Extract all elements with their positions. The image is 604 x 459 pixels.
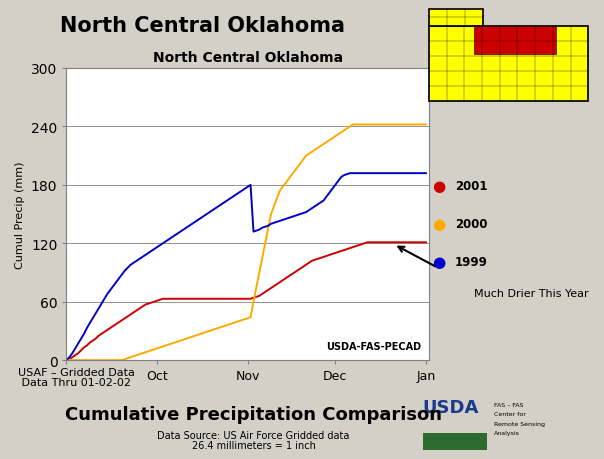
FancyBboxPatch shape	[474, 27, 556, 55]
Text: Data Source: US Air Force Gridded data: Data Source: US Air Force Gridded data	[158, 430, 350, 440]
Text: ●: ●	[432, 179, 445, 193]
Text: Data Thru 01-02-02: Data Thru 01-02-02	[18, 377, 131, 387]
FancyBboxPatch shape	[429, 10, 483, 27]
Text: ●: ●	[432, 255, 445, 269]
Text: 26.4 millimeters = 1 inch: 26.4 millimeters = 1 inch	[191, 440, 316, 450]
Title: North Central Oklahoma: North Central Oklahoma	[153, 51, 342, 65]
Text: 2001: 2001	[455, 179, 487, 192]
Text: 1999: 1999	[455, 256, 487, 269]
Text: USDA: USDA	[423, 397, 479, 416]
Text: Analysis: Analysis	[494, 431, 519, 436]
Text: Remote Sensing: Remote Sensing	[494, 421, 545, 426]
Text: 2000: 2000	[455, 218, 487, 230]
Y-axis label: Cumul Precip (mm): Cumul Precip (mm)	[15, 161, 25, 268]
Text: North Central Oklahoma: North Central Oklahoma	[60, 16, 345, 36]
FancyBboxPatch shape	[429, 27, 588, 102]
Text: FAS – FAS: FAS – FAS	[494, 402, 523, 407]
Text: USAF – Gridded Data: USAF – Gridded Data	[18, 367, 135, 377]
Text: Cumulative Precipitation Comparison: Cumulative Precipitation Comparison	[65, 405, 442, 423]
Text: ●: ●	[432, 217, 445, 231]
Text: Much Drier This Year: Much Drier This Year	[474, 289, 589, 299]
FancyBboxPatch shape	[423, 433, 487, 450]
Text: USDA-FAS-PECAD: USDA-FAS-PECAD	[327, 341, 422, 352]
Text: Center for: Center for	[494, 411, 525, 416]
